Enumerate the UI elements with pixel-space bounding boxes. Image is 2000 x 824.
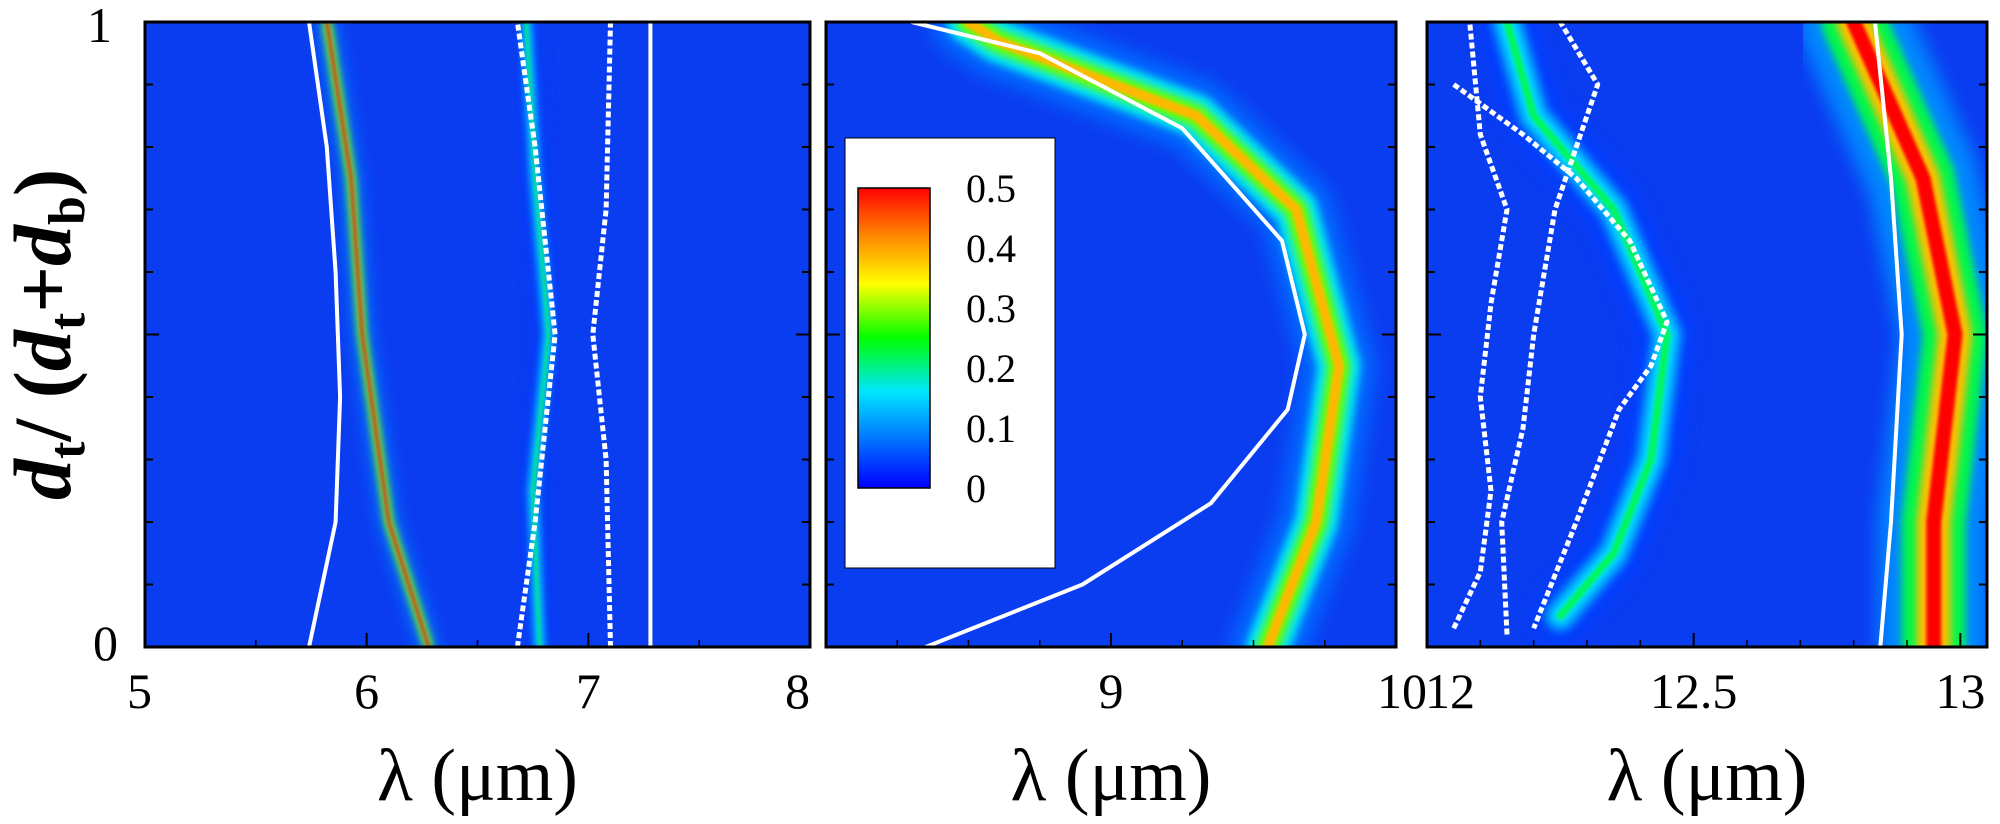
colorbar: 0.5 0.4 0.3 0.2 0.1 0 [844, 137, 1056, 569]
y-title-part-6: d [0, 224, 88, 266]
panel-2-resonance-weak [1479, 22, 1695, 644]
panel-0-xtick-label-0: 5 [127, 663, 152, 719]
panel-2-xtick-label-0: 12 [1425, 663, 1475, 719]
colorbar-gradient [857, 187, 931, 489]
panel-1-mode-line-1 [911, 22, 1307, 647]
y-axis-title: dt/ (dt+db) [0, 169, 96, 500]
panel-1-xtick-label-1: 10 [1377, 663, 1427, 719]
panel-2-xtick-label-1: 12.5 [1650, 663, 1738, 719]
colorbar-tick-label-0: 0.5 [966, 166, 1016, 211]
panel-left: 5 6 7 8 λ (μm) [127, 20, 812, 817]
panel-0-xtick-label-1: 6 [354, 663, 379, 719]
y-title-part-1: t [39, 441, 96, 459]
panel-0-xtick-label-3: 8 [785, 663, 810, 719]
colorbar-tick-label-3: 0.2 [966, 346, 1016, 391]
y-title-part-4: t [39, 312, 96, 330]
panel-2-xtick-label-2: 13 [1935, 663, 1985, 719]
panel-2-mode-line-1 [1451, 22, 1510, 630]
panel-2-mode-line-2 [1499, 22, 1601, 635]
colorbar-tick-label-2: 0.3 [966, 286, 1016, 331]
y-tick-label-bottom: 0 [93, 615, 118, 671]
colorbar-tick-label-1: 0.4 [966, 226, 1016, 271]
panel-2-mode-line-3 [1452, 82, 1670, 630]
panel-0-mode-line-1 [307, 22, 343, 647]
colorbar-tick-label-4: 0.1 [966, 406, 1016, 451]
panel-1-x-axis-title: λ (μm) [1011, 735, 1212, 817]
panel-0-mode-line-2 [514, 22, 558, 647]
panel-0-xtick-label-2: 7 [576, 663, 601, 719]
panel-right: 12 12.5 13 λ (μm) [1425, 20, 1989, 817]
panel-0-x-axis-title: λ (μm) [377, 735, 578, 817]
y-tick-label-top: 1 [87, 0, 112, 53]
panel-1-xtick-label-0: 9 [1099, 663, 1124, 719]
colorbar-tick-label-5: 0 [966, 466, 986, 511]
panel-2-resonance-weak-layer-3 [1503, 22, 1671, 620]
panel-0-background [145, 22, 810, 647]
y-title-part-2: / ( [0, 371, 88, 443]
y-title-part-0: d [0, 458, 88, 500]
panel-2-x-axis-title: λ (μm) [1607, 735, 1808, 817]
panel-0-resonance-a-layer-3 [325, 22, 430, 647]
panel-2-resonance-main-layer-3 [1846, 22, 1963, 647]
panel-2-mode-line-4 [1873, 22, 1904, 647]
y-title-part-3: d [0, 329, 88, 371]
y-title-part-5: + [0, 266, 88, 313]
y-title-part-8: ) [0, 169, 88, 196]
y-title-part-7: b [39, 196, 96, 225]
panel-0-resonance-a [319, 22, 436, 647]
panel-2-resonance-main [1798, 22, 1987, 647]
